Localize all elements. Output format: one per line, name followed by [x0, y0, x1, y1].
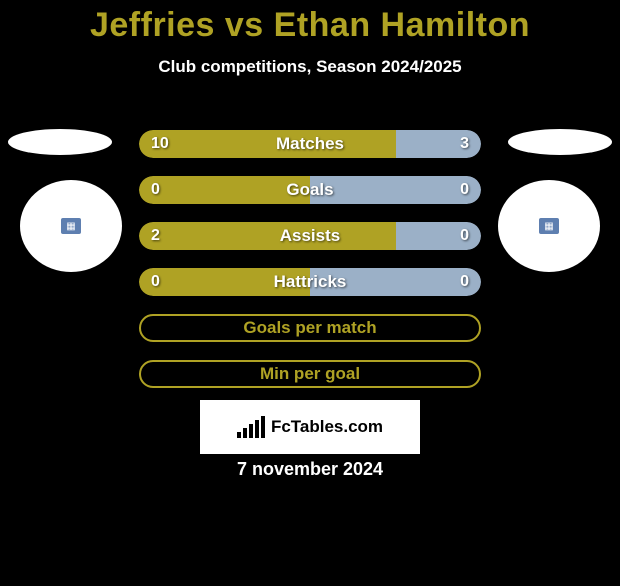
- country-flag-right: [508, 129, 612, 155]
- date-label: 7 november 2024: [0, 459, 620, 480]
- stat-row: Matches103: [139, 130, 481, 158]
- stat-row-empty: Goals per match: [139, 314, 481, 342]
- stat-row-empty: Min per goal: [139, 360, 481, 388]
- stat-row: Hattricks00: [139, 268, 481, 296]
- stat-fill-right: [310, 176, 481, 204]
- page-title: Jeffries vs Ethan Hamilton: [0, 6, 620, 45]
- brand-barchart-icon: [237, 416, 265, 438]
- stat-fill-left: [139, 130, 396, 158]
- stat-fill-left: [139, 176, 310, 204]
- crest-placeholder-icon: ▦: [61, 218, 81, 234]
- crest-placeholder-icon: ▦: [539, 218, 559, 234]
- stat-fill-right: [396, 222, 482, 250]
- stat-fill-left: [139, 222, 396, 250]
- stat-fill-left: [139, 268, 310, 296]
- stats-panel: Matches103 Goals00 Assists20 Hattricks00 Goa…: [139, 130, 481, 406]
- brand-badge: FcTables.com: [200, 400, 420, 454]
- stat-row: Assists20: [139, 222, 481, 250]
- stat-label: Min per goal: [141, 362, 479, 386]
- club-crest-right: ▦: [498, 180, 600, 272]
- brand-label: FcTables.com: [271, 417, 383, 437]
- stat-row: Goals00: [139, 176, 481, 204]
- stat-fill-right: [310, 268, 481, 296]
- stat-fill-right: [396, 130, 482, 158]
- country-flag-left: [8, 129, 112, 155]
- club-crest-left: ▦: [20, 180, 122, 272]
- stat-label: Goals per match: [141, 316, 479, 340]
- page-subtitle: Club competitions, Season 2024/2025: [0, 57, 620, 77]
